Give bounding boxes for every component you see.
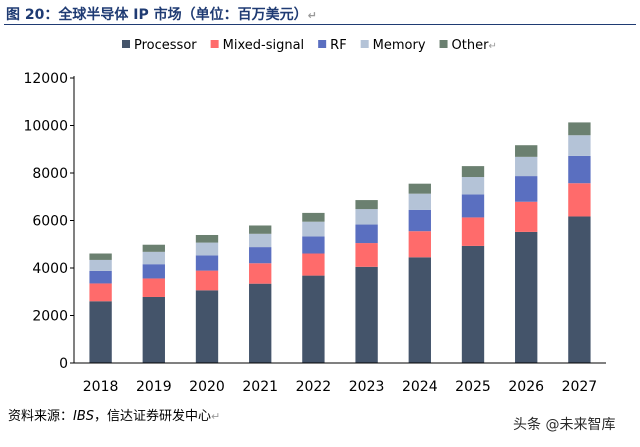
legend-swatch-1	[210, 40, 219, 48]
legend: Processor Mixed-signal RF Memory Other ↵	[122, 38, 497, 53]
legend-swatch-2	[318, 40, 327, 48]
title-underline	[4, 24, 636, 25]
bar-2023-4	[355, 200, 378, 210]
x-tick-label-2018: 2018	[83, 379, 119, 395]
legend-label-2: RF	[330, 38, 347, 53]
bar-2023-0	[355, 266, 378, 363]
bar-2020-4	[195, 234, 219, 243]
x-tick-label-2023: 2023	[349, 379, 385, 395]
bar-2019-1	[142, 278, 165, 297]
bar-2027-2	[568, 155, 591, 184]
bar-2021-0	[249, 283, 272, 363]
bar-2019-4	[142, 244, 165, 252]
x-tick-label-2019: 2019	[136, 379, 172, 395]
chart-title: 图 20：全球半导体 IP 市场（单位：百万美元）↵	[6, 4, 317, 24]
bar-2022-2	[302, 236, 325, 254]
bar-2023-2	[355, 224, 378, 244]
bar-2026-1	[515, 201, 538, 232]
bar-2027-3	[568, 135, 591, 156]
bar-2018-3	[89, 259, 112, 271]
bars	[89, 122, 591, 363]
legend-paragraph-mark: ↵	[488, 41, 496, 52]
bar-2025-3	[461, 177, 485, 195]
bar-2026-3	[515, 156, 538, 177]
legend-label-1: Mixed-signal	[223, 38, 305, 53]
source-rest: ，信达证券研发中心	[94, 409, 212, 424]
y-tick-label-6: 12000	[23, 71, 68, 87]
bar-2020-1	[195, 270, 219, 291]
bar-2024-0	[408, 257, 431, 363]
x-tick-label-2022: 2022	[296, 379, 332, 395]
bar-2020-2	[195, 255, 219, 271]
source-paragraph-mark: ↵	[211, 410, 221, 423]
stacked-bar-chart: Processor Mixed-signal RF Memory Other ↵ 2018…	[23, 38, 606, 395]
bar-2024-3	[408, 193, 431, 210]
x-tick-label-2021: 2021	[242, 379, 278, 395]
axes: 2018 2019 2020 2021 2022 2023 2024 2025 2026 2027…	[23, 71, 606, 395]
source-label: 资料来源：	[8, 409, 74, 424]
bar-2018-4	[89, 253, 112, 260]
legend-swatch-4	[439, 40, 448, 48]
bar-2021-1	[249, 263, 272, 284]
x-tick-label-2027: 2027	[562, 379, 598, 395]
watermark: 头条 @未来智库	[513, 417, 616, 433]
source-note: 资料来源：IBS，信达证券研发中心↵	[8, 405, 220, 424]
bar-2023-3	[355, 209, 378, 225]
source-name: IBS	[73, 409, 95, 424]
bar-2024-1	[408, 231, 431, 258]
bar-2026-4	[515, 145, 538, 157]
bar-2022-4	[302, 212, 325, 222]
bar-2021-2	[249, 247, 272, 264]
bar-2019-0	[142, 296, 165, 363]
x-tick-label-2025: 2025	[455, 379, 491, 395]
x-tick-label-2024: 2024	[402, 379, 438, 395]
y-tick-label-0: 0	[59, 356, 68, 372]
x-tick-label-2020: 2020	[189, 379, 225, 395]
title-paragraph-mark: ↵	[307, 9, 317, 22]
bar-2020-3	[195, 242, 219, 256]
bar-2018-2	[89, 270, 112, 284]
bar-2027-0	[568, 216, 591, 363]
legend-swatch-3	[360, 40, 369, 48]
bar-2023-1	[355, 243, 378, 267]
legend-label-3: Memory	[373, 38, 426, 53]
bar-2024-2	[408, 209, 431, 232]
bar-2020-0	[195, 290, 219, 363]
bar-2025-2	[461, 194, 485, 218]
legend-label-4: Other	[452, 38, 490, 53]
bar-2027-1	[568, 183, 591, 217]
legend-label-0: Processor	[134, 38, 197, 53]
bar-2026-2	[515, 176, 538, 202]
y-tick-label-2: 4000	[32, 261, 68, 277]
legend-swatch-0	[122, 40, 130, 48]
bar-2019-3	[142, 251, 165, 265]
bar-2022-1	[302, 253, 325, 276]
chart-title-text: 图 20：全球半导体 IP 市场（单位：百万美元）	[6, 7, 308, 23]
bar-2022-3	[302, 221, 325, 237]
x-tick-label-2026: 2026	[508, 379, 544, 395]
bar-2018-1	[89, 283, 112, 302]
y-tick-label-3: 6000	[32, 214, 68, 230]
y-tick-label-4: 8000	[32, 166, 68, 182]
bar-2026-0	[515, 231, 538, 363]
y-tick-label-5: 10000	[23, 119, 68, 135]
bar-2025-1	[461, 217, 485, 246]
bar-2024-4	[408, 183, 431, 194]
bar-2027-4	[568, 122, 591, 136]
bar-2021-3	[249, 233, 272, 248]
bar-2021-4	[249, 225, 272, 234]
bar-2018-0	[89, 301, 112, 363]
bar-2019-2	[142, 264, 165, 279]
bar-2025-0	[461, 245, 485, 363]
bar-2025-4	[461, 166, 485, 178]
y-tick-label-1: 2000	[32, 309, 68, 325]
bar-2022-0	[302, 275, 325, 363]
